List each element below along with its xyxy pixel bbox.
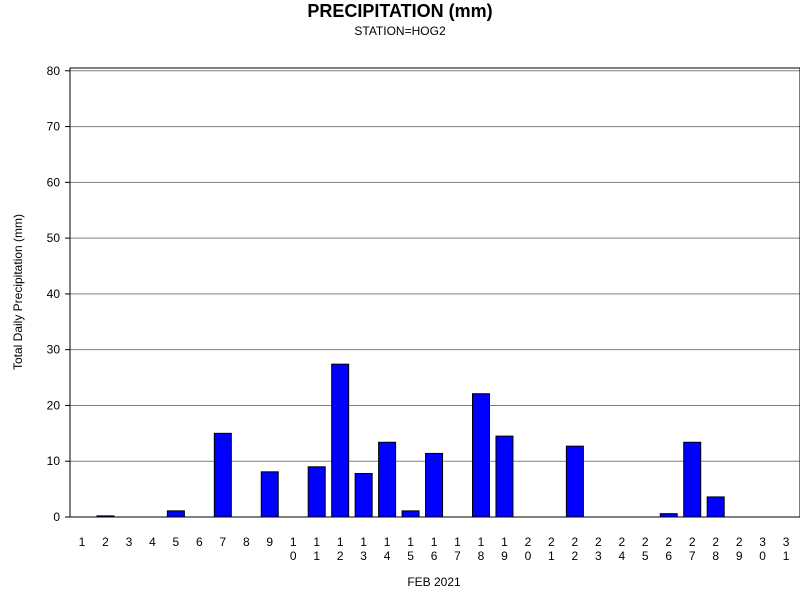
bar <box>401 510 420 518</box>
bar <box>471 393 490 518</box>
x-axis-label: FEB 2021 <box>407 575 461 589</box>
y-tick-label: 40 <box>47 287 61 301</box>
plot-frame <box>69 67 800 518</box>
bar <box>683 441 702 518</box>
bar <box>659 513 678 518</box>
y-tick-label: 10 <box>47 454 61 468</box>
x-tick-label: 5 <box>173 535 180 549</box>
bar <box>706 496 725 518</box>
y-tick-label: 50 <box>47 231 61 245</box>
x-tick-label: 6 <box>196 535 203 549</box>
x-tick-label: 8 <box>243 535 250 549</box>
y-axis-label: Total Daily Precipitation (mm) <box>11 214 25 370</box>
bar <box>378 441 397 518</box>
x-tick-label: 2 <box>102 535 109 549</box>
bar <box>354 472 373 518</box>
bar <box>166 510 185 518</box>
y-tick-label: 60 <box>47 175 61 189</box>
bars <box>96 363 725 518</box>
y-tick-label: 20 <box>47 398 61 412</box>
bar <box>425 452 444 518</box>
y-axis: 0 10 20 30 40 50 60 70 80 <box>47 64 70 524</box>
bar <box>213 432 232 518</box>
bar <box>331 363 350 518</box>
y-tick-label: 70 <box>47 120 61 134</box>
y-tick-label: 80 <box>47 64 61 78</box>
x-tick-label: 9 <box>266 535 273 549</box>
x-axis: 1 2 3 4 5 6 7 8 9 1 01 11 21 31 41 51 61 71 81 92 02 12 22 32 42… <box>79 535 790 563</box>
bar <box>307 466 326 518</box>
bar <box>565 445 584 518</box>
bar <box>260 471 279 518</box>
y-tick-label: 0 <box>53 510 60 524</box>
x-tick-label: 3 <box>126 535 133 549</box>
x-tick-label: 7 <box>219 535 226 549</box>
gridlines <box>70 70 800 462</box>
bar <box>495 435 514 518</box>
x-tick-label: 1 <box>79 535 86 549</box>
y-tick-label: 30 <box>47 343 61 357</box>
x-tick-label: 4 <box>149 535 156 549</box>
chart-title: PRECIPITATION (mm) <box>307 1 492 21</box>
chart-subtitle: STATION=HOG2 <box>354 24 446 38</box>
